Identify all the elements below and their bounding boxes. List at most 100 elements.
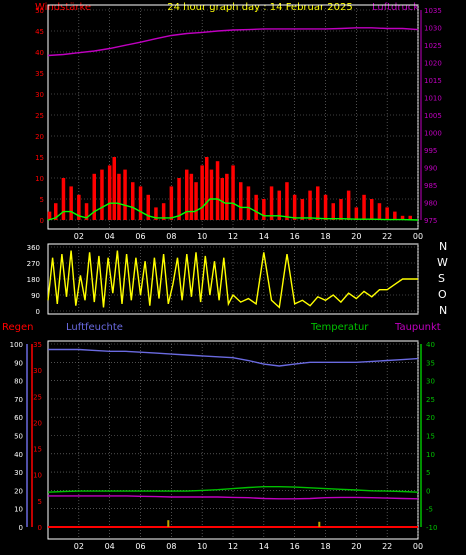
y-right-tick-label: 1025 <box>424 42 442 50</box>
y-left-tick-label: 5 <box>40 196 44 204</box>
direction-tick-label: 180 <box>27 276 40 284</box>
wind-gust-bar <box>362 194 366 220</box>
y-left-tick-label: 40 <box>35 49 44 57</box>
rain-tick-label: 5 <box>38 498 42 506</box>
wind-gust-bar <box>277 190 281 220</box>
compass-w: W <box>437 256 448 269</box>
pressure-line <box>47 27 419 57</box>
y-right-tick-label: 990 <box>424 165 437 173</box>
wind-gust-bar <box>377 203 382 220</box>
y-right-tick-label: 1015 <box>424 77 442 85</box>
direction-tick-label: 360 <box>27 244 40 252</box>
temperature-tick-label: 30 <box>426 378 435 386</box>
regen-label: Regen <box>2 322 34 333</box>
temperature-tick-label: 35 <box>426 359 435 367</box>
y-left-tick-label: 30 <box>35 91 44 99</box>
wind-gust-bar <box>131 182 135 220</box>
wind-gust-bar <box>189 173 194 220</box>
temperature-tick-label: 40 <box>426 341 435 349</box>
y-right-tick-label: 1035 <box>424 7 442 15</box>
temperature-tick-label: 0 <box>426 487 430 495</box>
y-left-tick-label: 20 <box>35 133 44 141</box>
wind-gust-bar <box>385 207 389 220</box>
wind-gust-bar <box>154 207 158 220</box>
rain-tick-label: 25 <box>33 393 42 401</box>
humidity-tick-label: 0 <box>19 524 23 532</box>
humidity-tick-label: 80 <box>14 378 23 386</box>
x-tick-label: 02 <box>74 542 84 551</box>
humidity-tick-label: 70 <box>14 396 23 404</box>
temperature-tick-label: 10 <box>426 451 435 459</box>
rain-tick-label: 10 <box>33 472 42 480</box>
wind-average-line <box>47 198 419 221</box>
y-right-tick-label: 985 <box>424 182 437 190</box>
y-right-tick-label: 1010 <box>424 95 442 103</box>
temperature-tick-label: 20 <box>426 414 435 422</box>
y-left-tick-label: 0 <box>40 217 44 225</box>
x-tick-label: 20 <box>351 542 361 551</box>
wind-gust-bar <box>246 186 251 220</box>
x-tick-label: 06 <box>135 232 145 241</box>
direction-tick-label: 90 <box>31 292 40 300</box>
chart-title: 24 hour graph day : 14 Februar 2025 <box>167 2 352 13</box>
wind-gust-bar <box>285 182 289 220</box>
y-right-tick-label: 1005 <box>424 112 442 120</box>
wind-gust-bar <box>262 199 266 220</box>
wind-gust-bar <box>354 207 359 220</box>
compass-s: S <box>438 272 445 285</box>
wind-gust-bar <box>292 194 297 220</box>
x-tick-label: 04 <box>105 232 115 241</box>
y-right-tick-label: 1000 <box>424 130 442 138</box>
temperature-line <box>47 486 419 493</box>
wind-gust-bar <box>346 190 351 220</box>
wind-gust-bar <box>200 165 204 220</box>
wind-gust-bar <box>254 194 258 220</box>
x-tick-label: 20 <box>351 232 361 241</box>
x-tick-label: 10 <box>197 542 207 551</box>
direction-tick-label: 0 <box>36 308 40 316</box>
x-tick-label: 08 <box>166 542 176 551</box>
humidity-tick-label: 90 <box>14 359 23 367</box>
y-right-tick-label: 1030 <box>424 25 442 33</box>
wind-gust-bar <box>177 178 181 220</box>
temperature-tick-label: -5 <box>426 506 433 514</box>
wind-gust-bar <box>92 173 96 220</box>
wind-gust-bar <box>69 186 73 220</box>
taupunkt-label: Taupunkt <box>394 322 441 333</box>
wind-gust-bar <box>77 194 81 220</box>
compass-o: O <box>438 288 447 301</box>
humidity-tick-label: 60 <box>14 414 23 422</box>
y-right-tick-label: 975 <box>424 217 437 225</box>
wind-gust-bar <box>215 161 220 220</box>
direction-tick-label: 270 <box>27 260 40 268</box>
x-tick-label: 16 <box>290 542 300 551</box>
x-tick-label: 18 <box>320 232 330 241</box>
wind-gust-bar <box>220 178 224 220</box>
rain-bar <box>318 521 321 527</box>
x-tick-label: 00 <box>413 542 423 551</box>
x-tick-label: 12 <box>228 542 238 551</box>
wind-gust-bar <box>61 178 66 220</box>
wind-gust-bar <box>185 169 189 220</box>
rain-tick-label: 35 <box>33 341 42 349</box>
wind-gust-bar <box>308 190 312 220</box>
humidity-tick-label: 40 <box>14 451 23 459</box>
windstaerke-label: Windstärke <box>35 2 91 13</box>
wind-gust-bar <box>123 169 127 220</box>
wind-gust-bar <box>269 186 274 220</box>
y-left-tick-label: 35 <box>35 70 44 78</box>
wind-gust-bar <box>117 173 121 220</box>
wind-gust-bar <box>239 182 243 220</box>
compass-n-bottom: N <box>439 304 447 317</box>
x-tick-label: 08 <box>166 232 176 241</box>
humidity-tick-label: 100 <box>10 341 23 349</box>
x-tick-label: 16 <box>290 232 300 241</box>
dewpoint-line <box>48 495 419 500</box>
wind-gust-bar <box>194 182 198 220</box>
x-tick-label: 00 <box>413 232 423 241</box>
x-tick-label: 02 <box>74 232 84 241</box>
wind-gust-bar <box>169 186 174 220</box>
wind-gust-bar <box>393 211 397 220</box>
x-tick-label: 14 <box>259 232 269 241</box>
